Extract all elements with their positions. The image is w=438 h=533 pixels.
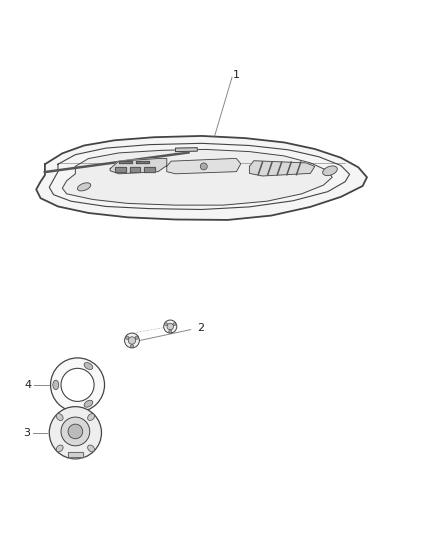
Text: 3: 3 [23, 428, 30, 438]
Circle shape [164, 320, 177, 333]
Text: 4: 4 [25, 380, 32, 390]
Ellipse shape [323, 166, 337, 175]
Ellipse shape [84, 400, 93, 407]
Circle shape [169, 330, 172, 333]
Circle shape [128, 337, 136, 344]
Polygon shape [67, 453, 83, 457]
Polygon shape [119, 161, 132, 163]
Circle shape [131, 344, 134, 348]
Polygon shape [36, 136, 367, 220]
Circle shape [173, 322, 176, 326]
Polygon shape [130, 167, 140, 173]
Polygon shape [116, 167, 126, 173]
Ellipse shape [88, 445, 95, 452]
Ellipse shape [56, 414, 63, 421]
Ellipse shape [53, 380, 59, 390]
Polygon shape [136, 161, 149, 163]
Circle shape [50, 358, 105, 412]
Circle shape [49, 407, 102, 459]
Text: 2: 2 [197, 324, 205, 333]
Polygon shape [167, 158, 241, 174]
Circle shape [200, 163, 207, 170]
Polygon shape [176, 148, 197, 151]
Circle shape [124, 333, 139, 348]
Circle shape [165, 322, 167, 326]
Polygon shape [62, 149, 332, 205]
Circle shape [61, 368, 94, 401]
Text: 1: 1 [233, 70, 240, 80]
Ellipse shape [78, 183, 91, 191]
Ellipse shape [88, 414, 95, 421]
Circle shape [68, 424, 83, 439]
Circle shape [126, 336, 129, 340]
Circle shape [167, 324, 173, 330]
Circle shape [135, 336, 138, 340]
Ellipse shape [56, 445, 63, 452]
Polygon shape [144, 167, 155, 173]
Circle shape [61, 417, 90, 446]
Ellipse shape [84, 362, 93, 369]
Polygon shape [250, 161, 315, 176]
Polygon shape [110, 158, 167, 174]
